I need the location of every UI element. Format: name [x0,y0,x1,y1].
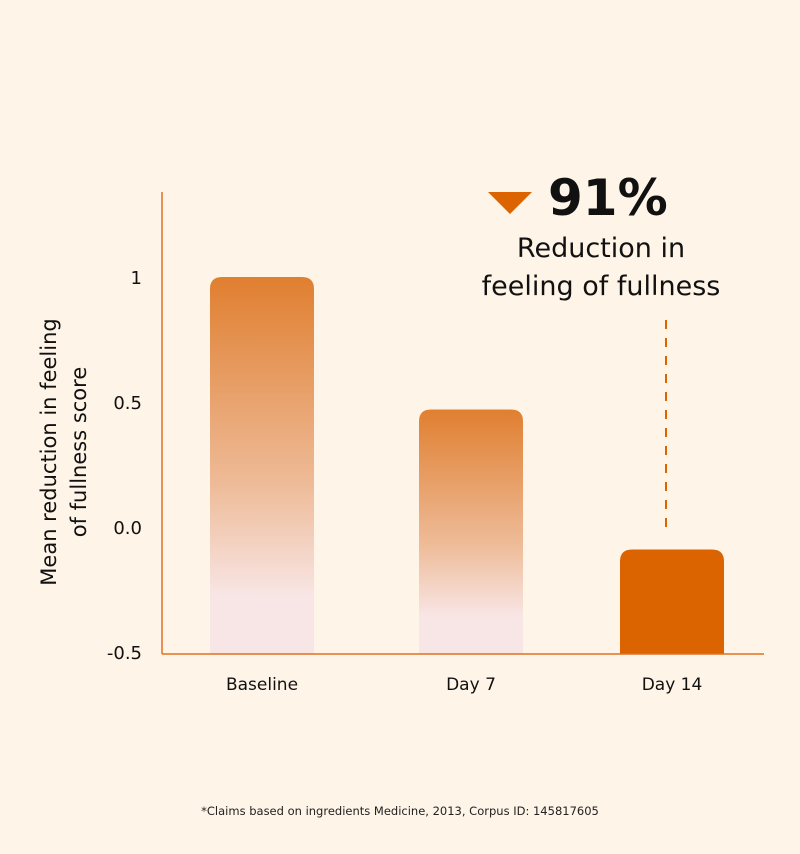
y-tick-label: 1 [131,268,142,289]
x-tick-label: Day 14 [642,675,703,695]
annotation-value: 91% [548,169,668,227]
bar-day-7 [419,409,523,654]
bar-baseline [210,277,314,654]
annotation-text-line-2: feeling of fullness [482,271,721,302]
x-tick-label: Day 7 [446,675,496,695]
y-axis-label-line-2: of fullness score [67,367,91,538]
y-tick-label: 0.5 [113,393,142,414]
bar-day-14 [620,549,724,654]
y-axis-label: Mean reduction in feeling [37,318,61,585]
y-tick-label: 0.0 [113,518,142,539]
x-tick-label: Baseline [226,675,298,695]
y-axis-label-line-1: Mean reduction in feeling [37,318,61,585]
y-axis-label-line-2-text: of fullness score [67,367,91,538]
annotation-text-line-1: Reduction in [517,233,685,264]
footnote: *Claims based on ingredients Medicine, 2… [201,804,599,818]
down-triangle-icon [488,192,532,214]
y-tick-label: -0.5 [107,643,142,664]
